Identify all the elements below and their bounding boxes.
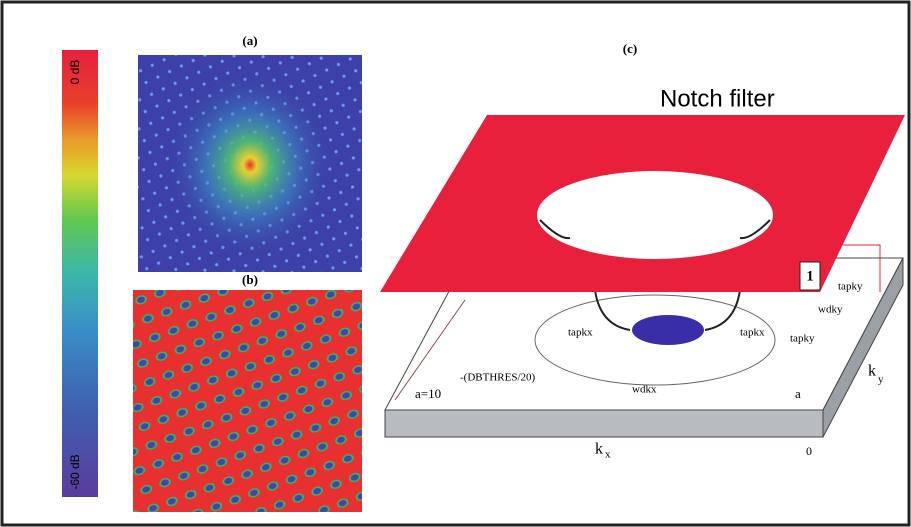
param-label: tapkx: [740, 327, 765, 339]
param-label: tapkx: [568, 327, 593, 339]
filter-title: Notch filter: [660, 85, 775, 112]
panel-label: (a): [242, 33, 257, 48]
axis-label: k: [595, 441, 603, 458]
param-label: wdky: [818, 304, 843, 316]
panel-label: (c): [623, 41, 637, 56]
panel-label: (b): [242, 272, 258, 287]
colorbar: [62, 50, 98, 497]
param-label: wdkx: [632, 384, 657, 396]
colorbar-bottom-label: -60 dB: [68, 454, 82, 489]
spectrum-peak: [165, 70, 335, 260]
figure: 0 dB -60 dB (a) (b) (c) 1 Notch filter t…: [0, 0, 911, 527]
axis-subscript: y: [878, 374, 884, 386]
origin-label: 0: [806, 444, 812, 458]
level-label: 1: [806, 268, 814, 284]
slab-front: [385, 410, 823, 437]
pattern-image: [133, 290, 362, 512]
notch-center: [632, 315, 704, 345]
formula-base: a=10: [415, 386, 441, 401]
axis-subscript: x: [605, 449, 611, 461]
axis-label: k: [868, 363, 876, 380]
param-label: tapky: [838, 281, 863, 293]
formula-exponent: -(DBTHRES/20): [460, 372, 536, 384]
notch-hole: [537, 171, 773, 259]
colorbar-top-label: 0 dB: [68, 60, 82, 85]
corner-label: a: [795, 386, 801, 401]
param-label: tapky: [790, 333, 815, 345]
